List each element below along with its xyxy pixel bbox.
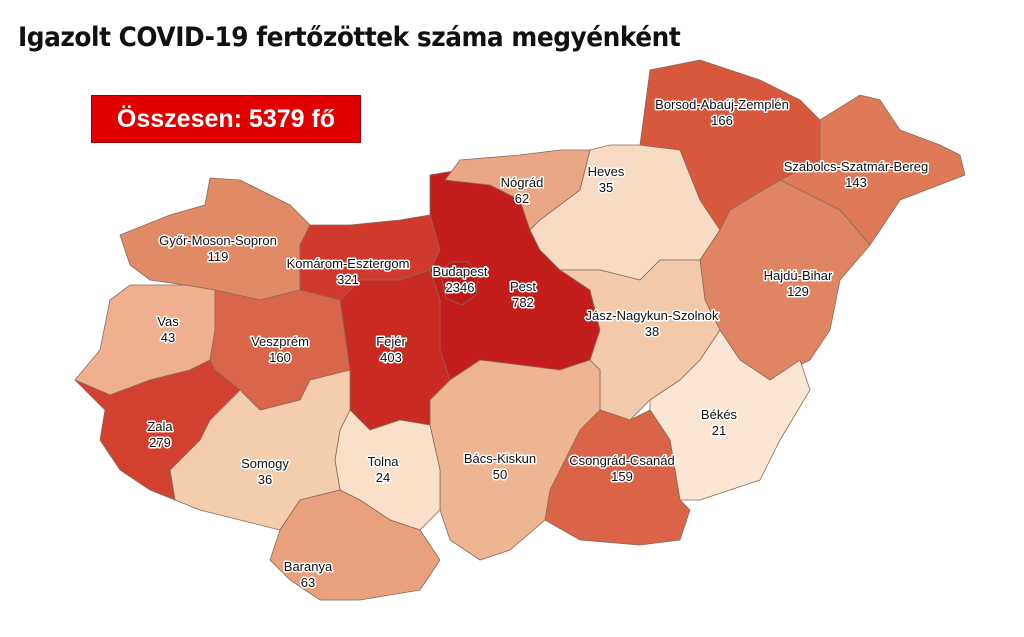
county-name-label: Baranya bbox=[284, 559, 333, 574]
county-name-label: Fejér bbox=[376, 334, 406, 349]
county-value-label: 166 bbox=[711, 113, 733, 128]
county-value-label: 129 bbox=[787, 284, 809, 299]
county-baranya bbox=[269, 489, 441, 601]
county-name-label: Békés bbox=[701, 407, 738, 422]
county-value-label: 159 bbox=[611, 469, 633, 484]
county-name-label: Nógrád bbox=[501, 175, 544, 190]
county-name-label: Jász-Nagykun-Szolnok bbox=[586, 308, 719, 323]
county-name-label: Somogy bbox=[241, 456, 289, 471]
total-cases-badge: Összesen: 5379 fő bbox=[91, 95, 361, 143]
county-budapest bbox=[439, 261, 479, 306]
county-value-label: 279 bbox=[149, 435, 171, 450]
county-name-label: Pest bbox=[510, 279, 536, 294]
county-name-label: Győr-Moson-Sopron bbox=[159, 233, 277, 248]
county-name-label: Tolna bbox=[367, 454, 399, 469]
county-name-label: Budapest bbox=[433, 264, 488, 279]
county-value-label: 143 bbox=[845, 175, 867, 190]
county-zala bbox=[74, 359, 241, 501]
county-value-label: 321 bbox=[337, 272, 359, 287]
county-value-label: 36 bbox=[258, 472, 272, 487]
county-value-label: 160 bbox=[269, 350, 291, 365]
county-value-label: 50 bbox=[493, 467, 507, 482]
county-name-label: Heves bbox=[588, 164, 625, 179]
county-name-label: Borsod-Abaúj-Zemplén bbox=[655, 97, 789, 112]
county-value-label: 35 bbox=[599, 180, 613, 195]
map-title: Igazolt COVID-19 fertőzöttek száma megyé… bbox=[18, 22, 681, 53]
county-name-label: Veszprém bbox=[251, 334, 309, 349]
county-value-label: 63 bbox=[301, 575, 315, 590]
county-name-label: Szabolcs-Szatmár-Bereg bbox=[784, 159, 929, 174]
county-value-label: 403 bbox=[380, 350, 402, 365]
county-value-label: 24 bbox=[376, 470, 390, 485]
county-name-label: Hajdú-Bihar bbox=[764, 268, 833, 283]
county-value-label: 2346 bbox=[446, 280, 475, 295]
county-value-label: 43 bbox=[161, 330, 175, 345]
county-name-label: Komárom-Esztergom bbox=[287, 256, 410, 271]
county-name-label: Vas bbox=[157, 314, 179, 329]
county-value-label: 782 bbox=[512, 295, 534, 310]
county-value-label: 119 bbox=[208, 249, 229, 264]
county-name-label: Zala bbox=[147, 419, 173, 434]
county-value-label: 38 bbox=[645, 324, 659, 339]
county-name-label: Csongrád-Csanád bbox=[569, 453, 675, 468]
county-name-label: Bács-Kiskun bbox=[464, 451, 536, 466]
county-value-label: 62 bbox=[515, 191, 529, 206]
county-value-label: 21 bbox=[712, 423, 726, 438]
